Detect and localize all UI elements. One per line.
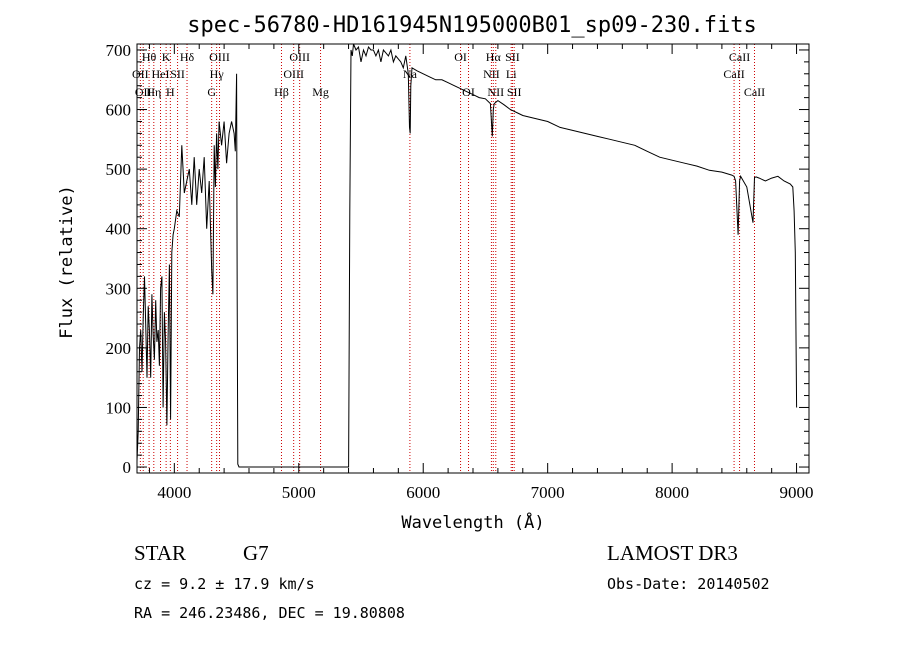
y-tick-label-7: 700 [106,41,132,60]
y-tick-label-5: 500 [106,160,132,179]
y-axis-ticks: 0 100 200 300 400 500 600 700 [106,41,809,477]
line-marker-label-17: OI [454,50,467,64]
x-tick-label-1: 5000 [282,483,316,502]
line-marker-label-22: Li [506,67,517,81]
y-tick-label-0: 0 [123,458,132,477]
line-marker-label-6: H [166,85,175,99]
line-marker-label-5: K [162,50,171,64]
line-marker-label-15: Mg [312,85,329,99]
line-marker-label-7: SII [170,67,185,81]
line-marker-label-10: Hγ [210,67,225,81]
line-marker-label-14: OIII [289,50,310,64]
spectral-line-markers [139,44,755,473]
x-axis-ticks: 4000 5000 6000 7000 8000 9000 [148,44,814,502]
line-marker-label-23: SII [505,50,520,64]
y-tick-label-6: 600 [106,101,132,120]
x-axis-label: Wavelength (Å) [401,511,544,533]
line-marker-label-25: CaII [723,67,744,81]
redshift-readout: cz = 9.2 ± 17.9 km/s [134,575,315,593]
spectral-line-labels: OIIOIIHθHηHeIKHSIIHδGHγOIIIHβOIIIOIIIMgN… [132,50,765,99]
line-marker-label-1: OII [135,85,152,99]
object-subclass: G7 [243,541,269,565]
x-tick-label-2: 6000 [406,483,440,502]
line-marker-label-24: SII [507,85,522,99]
line-marker-label-2: Hθ [142,50,157,64]
line-marker-label-16: Na [403,67,418,81]
y-tick-label-1: 100 [106,398,132,417]
line-marker-label-3: Hη [146,85,161,99]
spectrum-line-0 [136,43,798,468]
line-marker-label-11: OIII [209,50,230,64]
y-axis-label: Flux (relative) [57,185,77,339]
coordinates: RA = 246.23486, DEC = 19.80808 [134,604,405,622]
line-marker-label-20: Hα [486,50,502,64]
line-marker-label-8: Hδ [180,50,195,64]
line-marker-label-13: OIII [283,67,304,81]
y-tick-label-2: 200 [106,339,132,358]
line-marker-label-9: G [207,85,216,99]
chart-title: spec-56780-HD161945N195000B01_sp09-230.f… [187,13,757,38]
x-tick-label-0: 4000 [157,483,191,502]
line-marker-label-19: NII [483,67,500,81]
spectrum-series [136,43,798,468]
obs-date: Obs-Date: 20140502 [607,575,770,593]
y-tick-label-4: 400 [106,220,132,239]
y-tick-label-3: 300 [106,279,132,298]
x-tick-label-5: 9000 [780,483,814,502]
x-tick-label-3: 7000 [531,483,565,502]
line-marker-label-4: HeI [152,67,170,81]
line-marker-label-27: CaII [744,85,765,99]
object-class: STAR [134,541,186,565]
line-marker-label-12: Hβ [274,85,289,99]
survey-name: LAMOST DR3 [607,541,738,565]
line-marker-label-21: NII [487,85,504,99]
line-marker-label-26: CaII [729,50,750,64]
x-tick-label-4: 8000 [655,483,689,502]
